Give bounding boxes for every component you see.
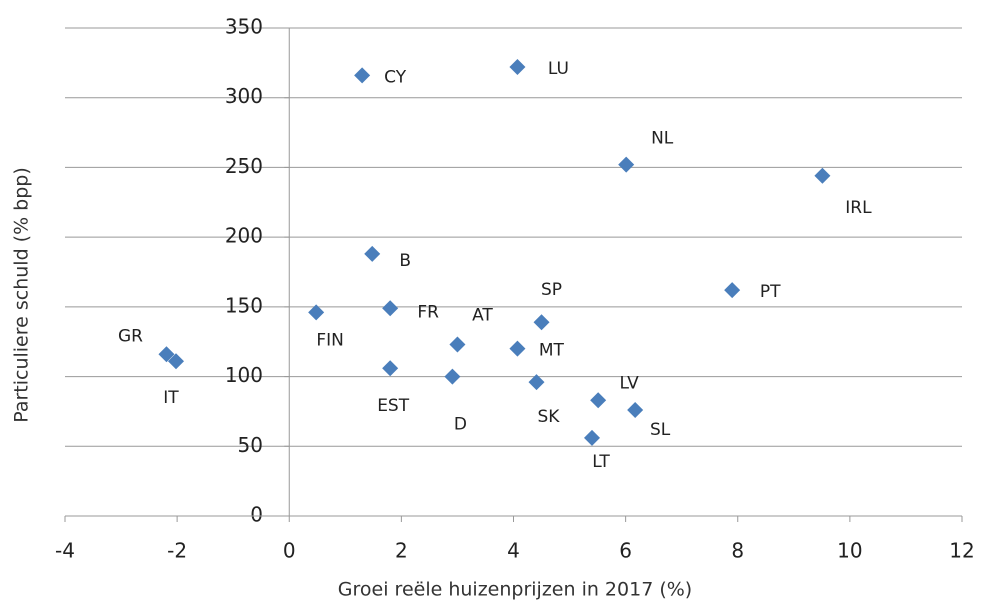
- point: [444, 368, 461, 385]
- point: [509, 59, 526, 76]
- point: [382, 360, 399, 377]
- point-label: MT: [539, 341, 565, 361]
- point-label: LT: [592, 452, 610, 472]
- point-label: GR: [118, 326, 143, 346]
- point-label: SK: [538, 407, 561, 427]
- x-tick-label: -2: [167, 539, 187, 563]
- point: [583, 429, 600, 446]
- y-tick-label: 350: [225, 15, 263, 39]
- point: [528, 374, 545, 391]
- y-axis-title: Particuliere schuld (% bpp): [11, 167, 33, 423]
- y-tick-label: 50: [238, 433, 263, 457]
- point-label: IRL: [845, 198, 872, 218]
- point-label: LU: [548, 59, 569, 79]
- point-label: B: [399, 251, 411, 271]
- point: [364, 245, 381, 262]
- point: [590, 392, 607, 409]
- point: [627, 402, 644, 419]
- point: [354, 67, 371, 84]
- y-tick-label: 150: [225, 293, 263, 317]
- point: [382, 300, 399, 317]
- point: [533, 314, 550, 331]
- point-label: SP: [541, 280, 562, 300]
- point-label: IT: [163, 388, 179, 408]
- point-label: NL: [651, 129, 674, 149]
- y-tick-label: 300: [225, 84, 263, 108]
- point: [308, 304, 325, 321]
- point-label: EST: [377, 396, 410, 416]
- point: [449, 336, 466, 353]
- x-tick-label: -4: [55, 539, 75, 563]
- x-tick-label: 6: [619, 539, 632, 563]
- point-label: FIN: [316, 330, 344, 350]
- x-tick-label: 10: [837, 539, 862, 563]
- point: [158, 346, 175, 363]
- y-tick-label: 200: [225, 224, 263, 248]
- x-tick-label: 2: [395, 539, 408, 563]
- x-tick-label: 4: [507, 539, 520, 563]
- point-label: LV: [620, 373, 640, 393]
- point: [509, 340, 526, 357]
- point: [724, 282, 741, 299]
- point-label: CY: [384, 67, 407, 87]
- point: [618, 156, 635, 173]
- y-tick-label: 0: [250, 503, 263, 527]
- point-label: FR: [417, 302, 439, 322]
- point-label: AT: [472, 306, 493, 326]
- point-label: D: [454, 415, 467, 435]
- point: [814, 167, 831, 184]
- point-label: SL: [650, 420, 671, 440]
- x-tick-label: 12: [949, 539, 974, 563]
- y-tick-label: 100: [225, 363, 263, 387]
- point: [168, 353, 185, 370]
- x-tick-label: 0: [283, 539, 296, 563]
- y-tick-label: 250: [225, 154, 263, 178]
- x-tick-label: 8: [731, 539, 744, 563]
- point-label: PT: [760, 282, 781, 302]
- x-axis-title: Groei reële huizenprijzen in 2017 (%): [338, 579, 692, 601]
